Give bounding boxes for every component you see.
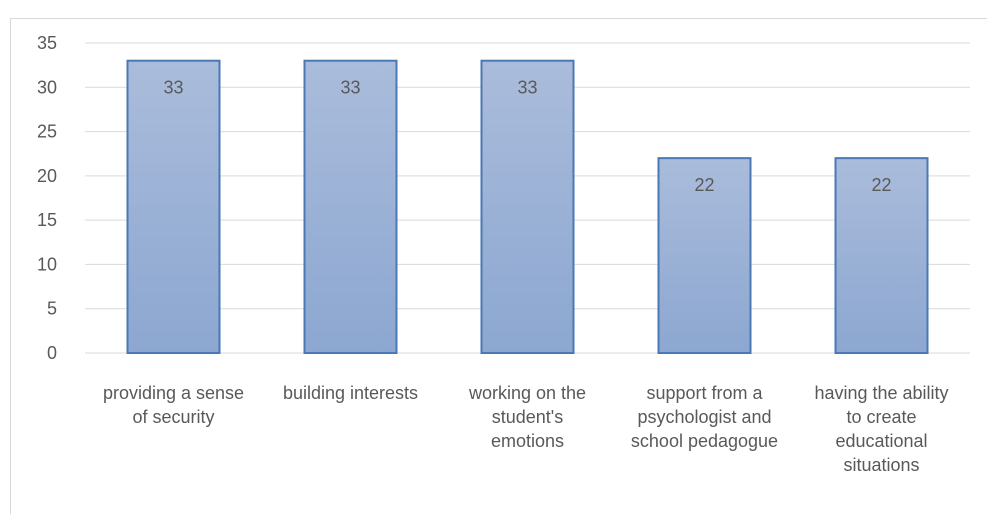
data-label: 33 bbox=[163, 78, 183, 98]
y-tick-label: 10 bbox=[37, 254, 57, 274]
category-label: emotions bbox=[491, 431, 564, 451]
data-label: 22 bbox=[871, 175, 891, 195]
category-label: psychologist and bbox=[637, 407, 771, 427]
category-label: having the ability bbox=[814, 383, 948, 403]
category-label: building interests bbox=[283, 383, 418, 403]
y-tick-label: 35 bbox=[37, 33, 57, 53]
category-label: working on the bbox=[468, 383, 586, 403]
bar bbox=[303, 59, 398, 354]
bar bbox=[834, 157, 929, 354]
y-tick-label: 20 bbox=[37, 166, 57, 186]
category-label: school pedagogue bbox=[631, 431, 778, 451]
category-label: support from a bbox=[646, 383, 763, 403]
data-labels: 33 33 33 22 22 bbox=[163, 78, 891, 195]
category-label: to create bbox=[846, 407, 916, 427]
category-label: of security bbox=[132, 407, 214, 427]
chart-frame bbox=[10, 18, 987, 514]
y-tick-label: 25 bbox=[37, 122, 57, 142]
bars bbox=[126, 59, 929, 354]
category-label: educational bbox=[835, 431, 927, 451]
data-label: 33 bbox=[340, 78, 360, 98]
category-label: situations bbox=[843, 455, 919, 475]
bar bbox=[126, 59, 221, 354]
y-tick-label: 15 bbox=[37, 210, 57, 230]
y-tick-label: 0 bbox=[47, 343, 57, 363]
y-tick-label: 5 bbox=[47, 299, 57, 319]
y-axis-ticks: 0 5 10 15 20 25 30 35 bbox=[37, 33, 57, 363]
bar bbox=[657, 157, 752, 354]
category-label: providing a sense bbox=[103, 383, 244, 403]
x-axis-categories: providing a sense of security building int… bbox=[103, 383, 949, 475]
y-tick-label: 30 bbox=[37, 77, 57, 97]
bar bbox=[480, 59, 575, 354]
category-label: student's bbox=[492, 407, 563, 427]
data-label: 33 bbox=[517, 78, 537, 98]
data-label: 22 bbox=[694, 175, 714, 195]
